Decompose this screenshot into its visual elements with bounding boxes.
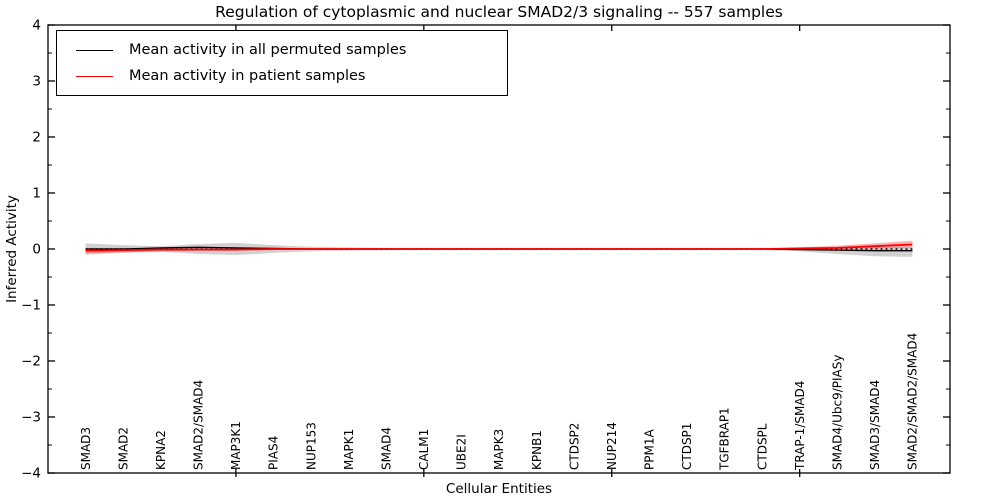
- x-entity-label: MAPK3: [492, 429, 506, 470]
- x-entity-label: PIAS4: [267, 436, 281, 470]
- x-entity-label: KPNB1: [530, 430, 544, 470]
- x-axis-label: Cellular Entities: [445, 481, 553, 497]
- x-entity-label: CTDSPL: [755, 423, 769, 470]
- x-entity-label: TGFBRAP1: [718, 407, 732, 471]
- x-entity-label: NUP153: [304, 422, 318, 470]
- patient-mean-line: [85, 243, 913, 252]
- x-entity-label: UBE2I: [455, 434, 469, 470]
- x-entity-label: SMAD4: [379, 427, 393, 470]
- chart-title: Regulation of cytoplasmic and nuclear SM…: [215, 3, 783, 21]
- y-tick-label: 4: [32, 18, 41, 34]
- black-line-swatch-icon: [76, 49, 113, 51]
- x-entity-label: SMAD4/Ubc9/PIASy: [830, 355, 844, 470]
- x-entity-label: SMAD2: [116, 427, 130, 470]
- y-tick-label: −1: [21, 298, 41, 314]
- y-tick-label: 2: [32, 130, 41, 146]
- x-entity-label: MAPK1: [342, 429, 356, 470]
- x-entity-label: TRAP-1/SMAD4: [793, 381, 807, 471]
- x-entity-label: SMAD3/SMAD4: [868, 380, 882, 470]
- x-entity-label: KPNA2: [154, 430, 168, 470]
- y-tick-label: 0: [32, 242, 41, 258]
- x-entity-label: CALM1: [417, 429, 431, 470]
- y-tick-label: −2: [21, 354, 41, 370]
- legend-entry-permuted: Mean activity in all permuted samples: [76, 42, 507, 59]
- legend: Mean activity in all permuted samples Me…: [56, 30, 508, 96]
- legend-label-permuted: Mean activity in all permuted samples: [129, 41, 407, 58]
- x-entity-label: NUP214: [605, 422, 619, 470]
- y-tick-label: −3: [21, 410, 41, 426]
- x-entity-label: CTDSP1: [680, 423, 694, 470]
- y-tick-label: 3: [32, 74, 41, 90]
- legend-entry-patient: Mean activity in patient samples: [76, 68, 507, 85]
- legend-label-patient: Mean activity in patient samples: [129, 67, 366, 84]
- x-entity-label: SMAD2/SMAD2/SMAD4: [906, 333, 920, 470]
- x-entity-label: SMAD2/SMAD4: [192, 380, 206, 470]
- red-line-swatch-icon: [76, 75, 113, 77]
- x-entity-label: PPM1A: [643, 429, 657, 470]
- y-tick-label: 1: [32, 186, 41, 202]
- y-tick-label: −4: [21, 466, 41, 482]
- x-entity-label: SMAD3: [79, 427, 93, 470]
- x-entity-label: MAP3K1: [229, 421, 243, 470]
- x-entity-label: CTDSP2: [567, 423, 581, 470]
